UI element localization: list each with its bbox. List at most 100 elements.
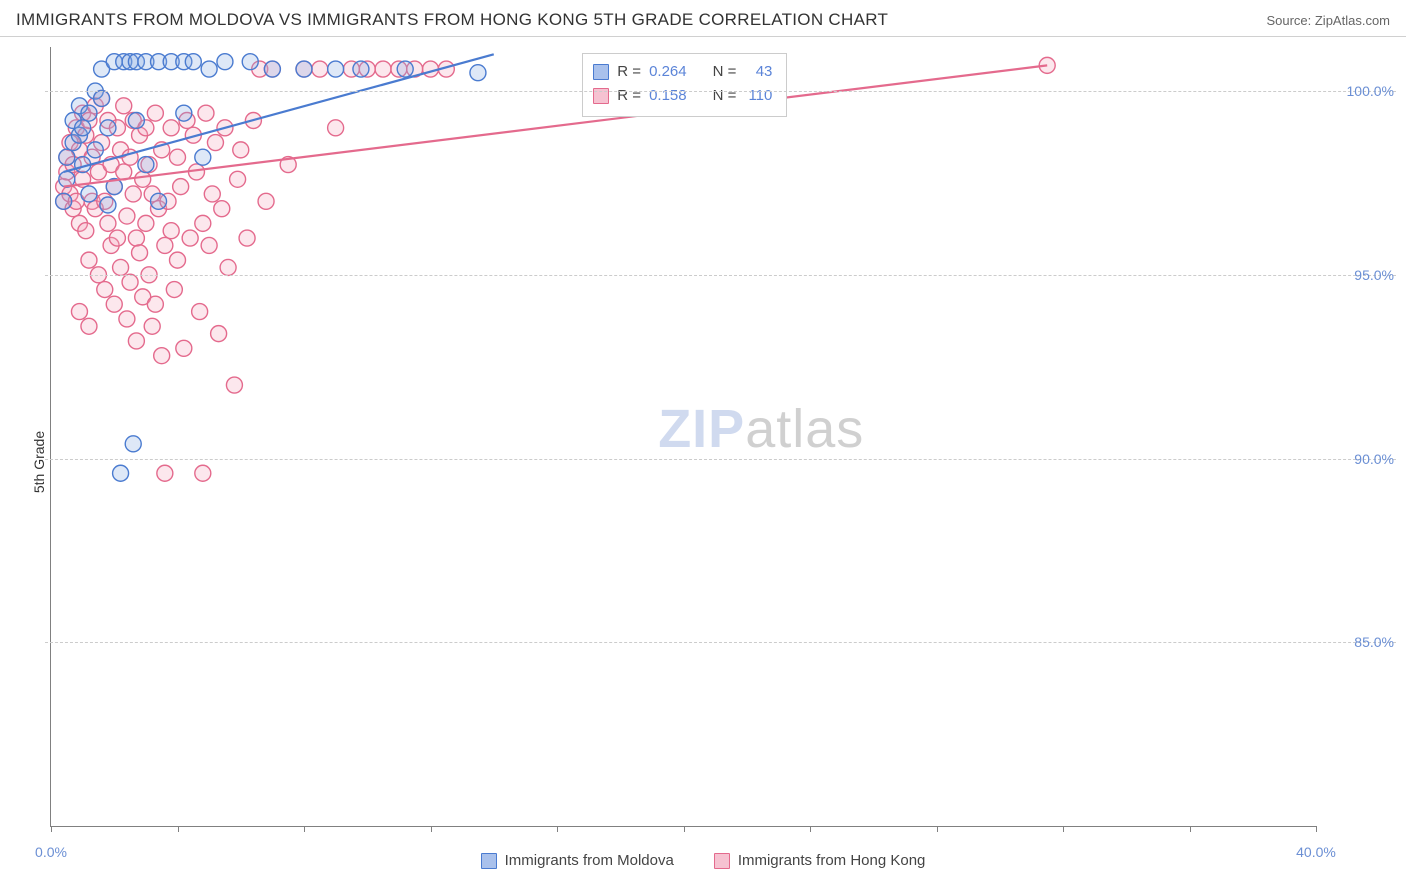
- y-tick-label: 100.0%: [1347, 83, 1394, 99]
- stats-row-1: R = 0.158 N = 110: [593, 84, 772, 108]
- scatter-point: [214, 201, 230, 217]
- scatter-point: [198, 105, 214, 121]
- scatter-point: [147, 296, 163, 312]
- scatter-point: [135, 171, 151, 187]
- x-tick: [1063, 826, 1064, 832]
- scatter-point: [201, 237, 217, 253]
- scatter-point: [59, 149, 75, 165]
- scatter-point: [100, 120, 116, 136]
- scatter-point: [100, 197, 116, 213]
- scatter-point: [87, 142, 103, 158]
- scatter-point: [220, 259, 236, 275]
- scatter-point: [151, 193, 167, 209]
- stats-box: R = 0.264 N = 43 R = 0.158 N = 110: [582, 53, 787, 117]
- scatter-point: [397, 61, 413, 77]
- scatter-point: [226, 377, 242, 393]
- scatter-point: [100, 215, 116, 231]
- scatter-point: [122, 274, 138, 290]
- stats-r-value-1: 0.158: [649, 84, 687, 108]
- legend-item-1: Immigrants from Hong Kong: [714, 852, 926, 869]
- scatter-point: [138, 157, 154, 173]
- scatter-point: [170, 252, 186, 268]
- scatter-point: [201, 61, 217, 77]
- chart-container: 5th Grade ZIPatlas R = 0.264 N = 43 R = …: [0, 37, 1406, 887]
- y-tick-label: 85.0%: [1354, 634, 1394, 650]
- scatter-point: [195, 149, 211, 165]
- scatter-point: [173, 179, 189, 195]
- x-tick: [937, 826, 938, 832]
- scatter-point: [75, 120, 91, 136]
- stats-n-value-0: 43: [744, 60, 772, 84]
- scatter-point: [128, 333, 144, 349]
- scatter-point: [56, 193, 72, 209]
- scatter-point: [113, 259, 129, 275]
- scatter-point: [258, 193, 274, 209]
- scatter-point: [195, 215, 211, 231]
- scatter-point: [233, 142, 249, 158]
- scatter-point: [157, 237, 173, 253]
- stats-n-label-1: N =: [713, 84, 737, 108]
- stats-r-label-0: R =: [617, 60, 641, 84]
- scatter-point: [204, 186, 220, 202]
- scatter-point: [157, 465, 173, 481]
- stats-swatch-0: [593, 64, 609, 80]
- scatter-point: [264, 61, 280, 77]
- scatter-point: [185, 54, 201, 70]
- scatter-point: [207, 135, 223, 151]
- x-tick: [304, 826, 305, 832]
- scatter-point: [470, 65, 486, 81]
- scatter-point: [81, 318, 97, 334]
- gridline: [45, 642, 1396, 643]
- scatter-point: [176, 340, 192, 356]
- legend-label-0: Immigrants from Moldova: [505, 852, 674, 869]
- stats-n-value-1: 110: [744, 84, 772, 108]
- scatter-point: [97, 282, 113, 298]
- x-tick: [1316, 826, 1317, 832]
- scatter-point: [176, 105, 192, 121]
- scatter-point: [211, 326, 227, 342]
- scatter-point: [328, 61, 344, 77]
- scatter-point: [128, 230, 144, 246]
- scatter-point: [182, 230, 198, 246]
- scatter-point: [242, 54, 258, 70]
- legend-label-1: Immigrants from Hong Kong: [738, 852, 926, 869]
- scatter-point: [132, 245, 148, 261]
- scatter-point: [71, 304, 87, 320]
- scatter-point: [353, 61, 369, 77]
- scatter-point: [144, 318, 160, 334]
- legend-item-0: Immigrants from Moldova: [481, 852, 674, 869]
- scatter-point: [138, 215, 154, 231]
- scatter-point: [195, 465, 211, 481]
- scatter-point: [166, 282, 182, 298]
- stats-n-label-0: N =: [713, 60, 737, 84]
- scatter-point: [154, 348, 170, 364]
- scatter-point: [119, 208, 135, 224]
- legend-swatch-0: [481, 853, 497, 869]
- plot-area: ZIPatlas R = 0.264 N = 43 R = 0.158 N = …: [50, 47, 1316, 827]
- scatter-point: [125, 186, 141, 202]
- x-tick: [51, 826, 52, 832]
- scatter-point: [116, 98, 132, 114]
- scatter-point: [128, 112, 144, 128]
- stats-row-0: R = 0.264 N = 43: [593, 60, 772, 84]
- scatter-point: [230, 171, 246, 187]
- scatter-point: [163, 120, 179, 136]
- y-tick-label: 90.0%: [1354, 451, 1394, 467]
- scatter-point: [296, 61, 312, 77]
- scatter-point: [109, 230, 125, 246]
- trend-line: [64, 65, 1048, 186]
- scatter-point: [312, 61, 328, 77]
- x-tick: [684, 826, 685, 832]
- x-tick: [1190, 826, 1191, 832]
- scatter-point: [375, 61, 391, 77]
- scatter-point: [170, 149, 186, 165]
- scatter-point: [239, 230, 255, 246]
- scatter-point: [94, 90, 110, 106]
- scatter-point: [113, 465, 129, 481]
- x-tick: [810, 826, 811, 832]
- chart-title: IMMIGRANTS FROM MOLDOVA VS IMMIGRANTS FR…: [16, 10, 888, 30]
- stats-r-value-0: 0.264: [649, 60, 687, 84]
- gridline: [45, 275, 1396, 276]
- y-axis-label: 5th Grade: [31, 431, 47, 493]
- gridline: [45, 459, 1396, 460]
